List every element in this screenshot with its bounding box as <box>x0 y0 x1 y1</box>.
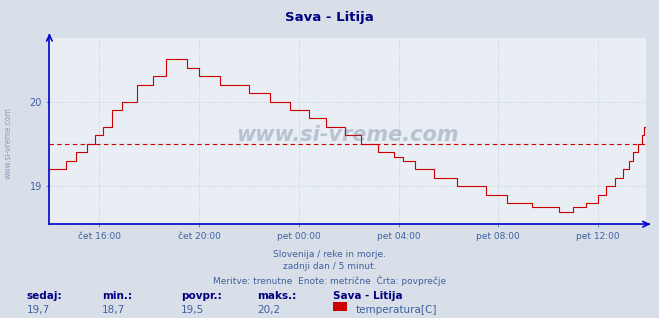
Text: www.si-vreme.com: www.si-vreme.com <box>237 125 459 145</box>
Text: 19,5: 19,5 <box>181 305 204 315</box>
Text: Slovenija / reke in morje.: Slovenija / reke in morje. <box>273 250 386 259</box>
Text: 18,7: 18,7 <box>102 305 125 315</box>
Text: temperatura[C]: temperatura[C] <box>356 305 438 315</box>
Text: Sava - Litija: Sava - Litija <box>285 11 374 24</box>
Text: Meritve: trenutne  Enote: metrične  Črta: povprečje: Meritve: trenutne Enote: metrične Črta: … <box>213 276 446 286</box>
Text: 19,7: 19,7 <box>26 305 49 315</box>
Text: Sava - Litija: Sava - Litija <box>333 291 403 301</box>
Text: min.:: min.: <box>102 291 132 301</box>
Text: 20,2: 20,2 <box>257 305 280 315</box>
Text: sedaj:: sedaj: <box>26 291 62 301</box>
Text: povpr.:: povpr.: <box>181 291 222 301</box>
Text: zadnji dan / 5 minut.: zadnji dan / 5 minut. <box>283 262 376 271</box>
Text: maks.:: maks.: <box>257 291 297 301</box>
Text: www.si-vreme.com: www.si-vreme.com <box>3 107 13 179</box>
